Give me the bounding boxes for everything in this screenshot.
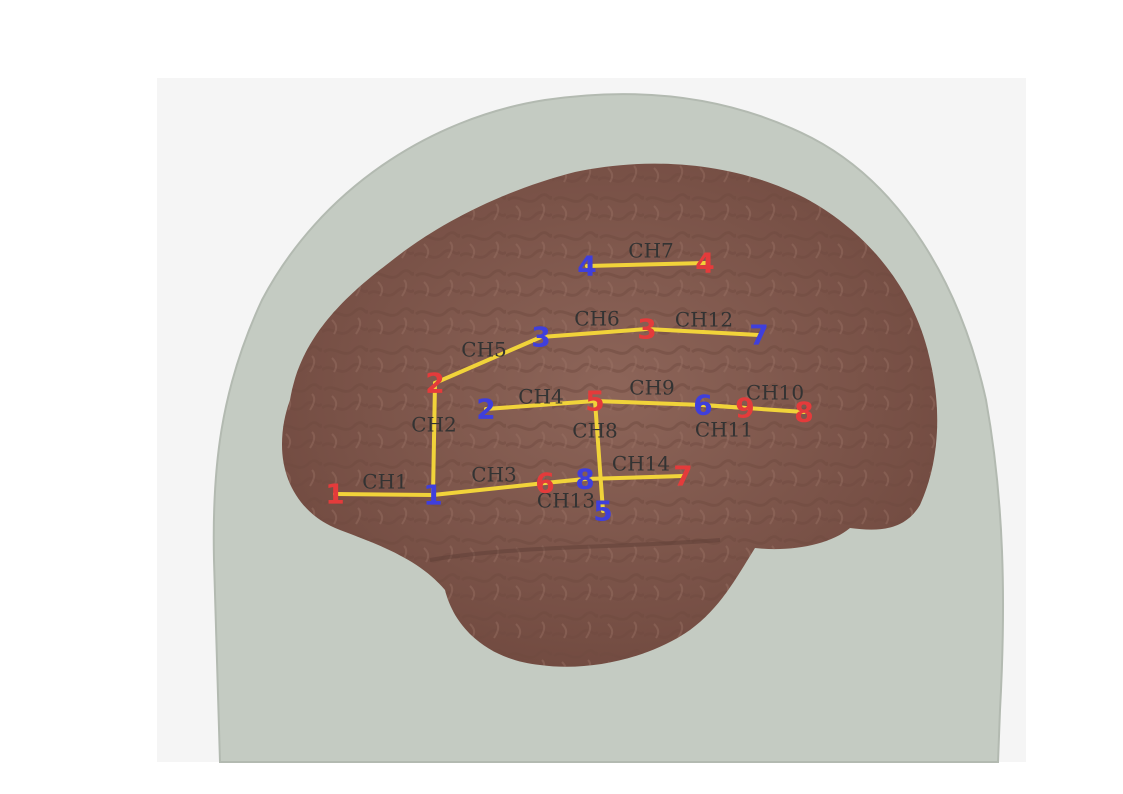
detector-marker-7: 7: [749, 319, 768, 352]
channel-label-ch4: CH4: [518, 385, 563, 409]
channel-line-ch8: [593, 399, 605, 513]
detector-marker-5: 5: [593, 495, 612, 528]
optode-labels: 1 2 3 4 5 6 7 8 9 1 2 3 4 5 6 7 8: [325, 247, 813, 528]
brain-cortex: [282, 163, 938, 667]
channel-line-ch14: [583, 474, 685, 481]
channel-line-ch3: [431, 481, 547, 497]
channel-line-ch4: [484, 399, 597, 411]
channel-line-ch11: [701, 403, 747, 410]
channel-line-ch6: [539, 327, 649, 339]
channel-line-ch2: [431, 381, 437, 497]
channel-line-ch9: [593, 399, 705, 407]
channel-label-ch12: CH12: [675, 308, 733, 332]
source-marker-2: 2: [425, 367, 444, 400]
channel-label-ch3: CH3: [471, 463, 516, 487]
detector-marker-2: 2: [476, 393, 495, 426]
source-marker-3: 3: [637, 313, 656, 346]
detector-marker-1: 1: [423, 479, 442, 512]
detector-marker-4: 4: [577, 250, 596, 283]
channel-labels: CH1 CH2 CH3 CH4 CH5 CH6 CH7 CH8 CH9 CH10 CH11 CH12 C…: [362, 239, 804, 513]
detector-marker-3: 3: [531, 321, 550, 354]
source-marker-9: 9: [735, 392, 754, 425]
channel-label-ch5: CH5: [461, 338, 506, 362]
detector-marker-8: 8: [575, 463, 594, 496]
source-marker-5: 5: [585, 385, 604, 418]
channel-label-ch11: CH11: [695, 418, 753, 442]
source-marker-7: 7: [673, 460, 692, 493]
channel-line-ch7: [585, 261, 707, 268]
channel-lines: [333, 261, 806, 513]
channel-label-ch13: CH13: [537, 489, 595, 513]
source-marker-8: 8: [794, 396, 813, 429]
channel-label-ch1: CH1: [362, 470, 407, 494]
channel-line-ch13: [543, 477, 587, 485]
source-marker-4: 4: [695, 247, 714, 280]
channel-label-ch7: CH7: [628, 239, 673, 263]
source-marker-6: 6: [535, 467, 554, 500]
channel-label-ch14: CH14: [612, 452, 670, 476]
channel-label-ch8: CH8: [572, 419, 617, 443]
channel-label-ch10: CH10: [746, 381, 804, 405]
channel-label-ch6: CH6: [574, 307, 619, 331]
channel-label-ch2: CH2: [411, 413, 456, 437]
channel-line-ch1: [333, 492, 435, 497]
channel-label-ch9: CH9: [629, 376, 674, 400]
source-marker-1: 1: [325, 478, 344, 511]
channel-line-ch12: [645, 327, 761, 337]
channel-line-ch5: [433, 335, 543, 385]
detector-marker-6: 6: [693, 389, 712, 422]
